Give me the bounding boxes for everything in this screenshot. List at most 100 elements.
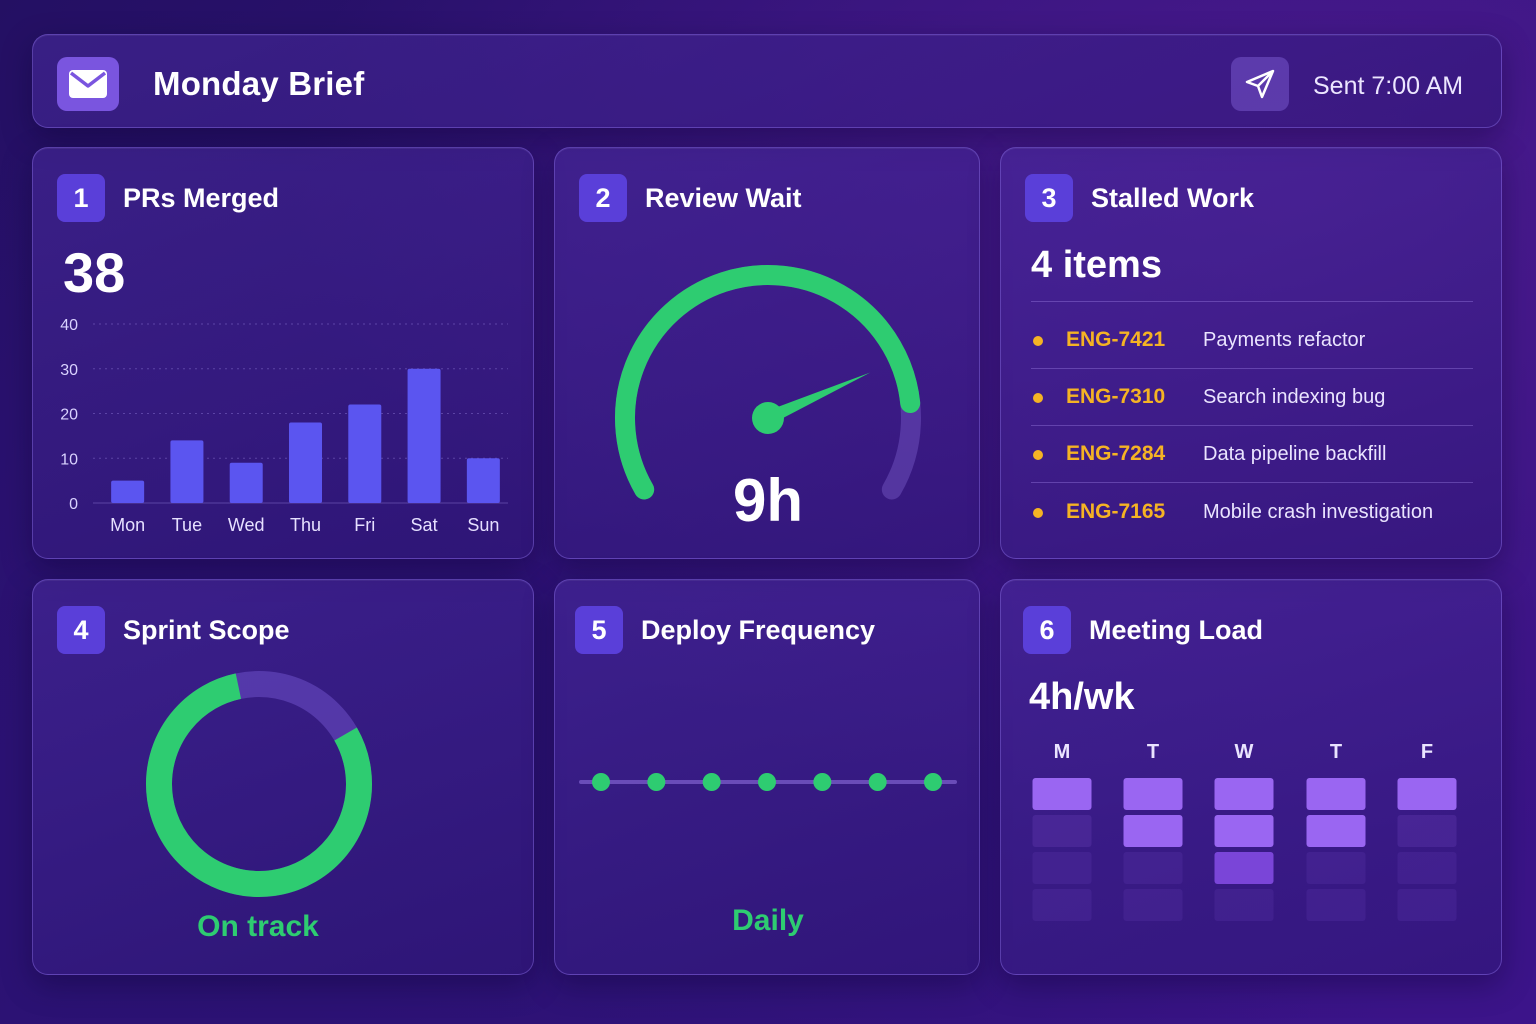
divider	[1031, 482, 1473, 483]
gauge-needle	[765, 372, 871, 425]
divider	[1031, 301, 1473, 302]
deploy-dot[interactable]	[702, 773, 721, 791]
meeting-block-filled	[1123, 815, 1183, 847]
deploy-dot[interactable]	[758, 773, 776, 791]
meeting-block-empty	[1032, 815, 1092, 847]
card-title: Deploy Frequency	[641, 615, 876, 645]
y-tick-label: 10	[60, 451, 78, 468]
bar-fri[interactable]	[348, 404, 382, 503]
meeting-load-value: 4h/wk	[1029, 676, 1135, 718]
mail-icon[interactable]	[57, 57, 119, 111]
ticket-id[interactable]: ENG-7310	[1066, 385, 1166, 408]
bar-tue[interactable]	[170, 440, 204, 503]
divider	[1031, 425, 1473, 426]
stalled-item[interactable]: ENG-7421 Payments refactor	[1031, 314, 1473, 370]
stalled-item[interactable]: ENG-7310 Search indexing bug	[1031, 371, 1473, 427]
meeting-block-empty	[1306, 889, 1366, 921]
ticket-description: Mobile crash investigation	[1203, 501, 1434, 523]
send-icon[interactable]	[1231, 57, 1289, 111]
prs-merged-value: 38	[63, 241, 126, 304]
card-number-badge: 6	[1023, 606, 1071, 654]
header-bar: Monday Brief Sent 7:00 AM	[32, 34, 1502, 128]
page-title: Monday Brief	[153, 65, 365, 102]
meeting-block-filled	[1214, 815, 1274, 847]
day-label: T	[1147, 741, 1159, 763]
card-stalled-work[interactable]: 3 Stalled Work 4 items ENG-7421 Payments…	[1000, 147, 1502, 559]
gauge-fill	[615, 265, 921, 500]
y-tick-label: 20	[60, 407, 78, 424]
meeting-block-empty	[1397, 889, 1457, 921]
card-title: Sprint Scope	[123, 615, 290, 645]
stalled-count: 4 items	[1031, 244, 1162, 286]
deploy-dot[interactable]	[647, 773, 666, 791]
card-review-wait[interactable]: 2 Review Wait 9h	[554, 147, 980, 559]
card-title: Meeting Load	[1089, 615, 1263, 645]
meeting-block-filled	[1214, 778, 1274, 810]
sprint-status-label: On track	[197, 910, 319, 943]
y-tick-label: 30	[60, 362, 78, 379]
card-title: Stalled Work	[1091, 183, 1255, 213]
sent-timestamp: Sent 7:00 AM	[1313, 72, 1464, 100]
bar-wed[interactable]	[229, 462, 263, 503]
meeting-block-empty	[1123, 889, 1183, 921]
card-sprint-scope[interactable]: 4 Sprint Scope On track	[32, 579, 534, 975]
meeting-block-filled	[1306, 815, 1366, 847]
ticket-id[interactable]: ENG-7421	[1066, 328, 1166, 351]
warning-dot-icon	[1033, 393, 1043, 403]
x-tick-label: Tue	[172, 515, 202, 535]
bar-mon[interactable]	[111, 480, 145, 503]
meeting-block-filled	[1214, 852, 1274, 884]
ticket-description: Payments refactor	[1203, 329, 1366, 351]
y-tick-label: 40	[60, 317, 78, 334]
x-tick-label: Fri	[354, 515, 375, 535]
y-tick-label: 0	[69, 496, 78, 513]
meeting-block-empty	[1214, 889, 1274, 921]
meeting-block-empty	[1032, 889, 1092, 921]
bar-sat[interactable]	[407, 368, 441, 503]
card-meeting-load[interactable]: 6 Meeting Load 4h/wk M T W T F	[1000, 579, 1502, 975]
card-number-badge: 5	[575, 606, 623, 654]
ticket-id[interactable]: ENG-7165	[1066, 500, 1166, 523]
bar-thu[interactable]	[289, 422, 322, 503]
day-label: T	[1330, 741, 1342, 763]
card-deploy-frequency[interactable]: 5 Deploy Frequency Daily	[554, 579, 980, 975]
meeting-block-empty	[1397, 852, 1457, 884]
deploy-dot[interactable]	[868, 773, 887, 791]
bar-sun[interactable]	[466, 458, 500, 503]
day-label: W	[1235, 741, 1254, 763]
card-number-badge: 4	[57, 606, 105, 654]
deploy-dot[interactable]	[592, 773, 610, 791]
x-tick-label: Thu	[290, 515, 321, 535]
deploy-status-label: Daily	[732, 904, 804, 937]
ticket-description: Data pipeline backfill	[1203, 443, 1387, 465]
day-label: M	[1054, 741, 1071, 763]
stalled-item[interactable]: ENG-7165 Mobile crash investigation	[1031, 486, 1473, 542]
ticket-id[interactable]: ENG-7284	[1066, 442, 1166, 465]
deploy-dot[interactable]	[924, 773, 942, 791]
meeting-block-filled	[1397, 778, 1457, 810]
x-tick-label: Mon	[110, 515, 145, 535]
meeting-block-filled	[1306, 778, 1366, 810]
meeting-block-filled	[1032, 778, 1092, 810]
stalled-item[interactable]: ENG-7284 Data pipeline backfill	[1031, 428, 1473, 484]
ticket-description: Search indexing bug	[1203, 386, 1386, 408]
warning-dot-icon	[1033, 450, 1043, 460]
card-prs-merged[interactable]: 1 PRs Merged 38 0 10 20 30 40 Mon Tue Wed Thu Fri…	[32, 147, 534, 559]
meeting-block-filled	[1123, 778, 1183, 810]
gauge-hub	[752, 402, 784, 434]
review-wait-gauge	[615, 265, 921, 500]
meeting-block-empty	[1397, 815, 1457, 847]
x-tick-label: Sun	[467, 515, 499, 535]
warning-dot-icon	[1033, 336, 1043, 346]
review-wait-value: 9h	[732, 467, 804, 534]
meeting-block-empty	[1306, 852, 1366, 884]
x-tick-label: Wed	[228, 515, 265, 535]
meeting-block-empty	[1032, 852, 1092, 884]
x-tick-label: Sat	[411, 515, 438, 535]
deploy-dot[interactable]	[813, 773, 832, 791]
card-title: Review Wait	[645, 183, 802, 213]
divider	[1031, 368, 1473, 369]
card-number-badge: 2	[579, 174, 627, 222]
card-number-badge: 3	[1025, 174, 1073, 222]
